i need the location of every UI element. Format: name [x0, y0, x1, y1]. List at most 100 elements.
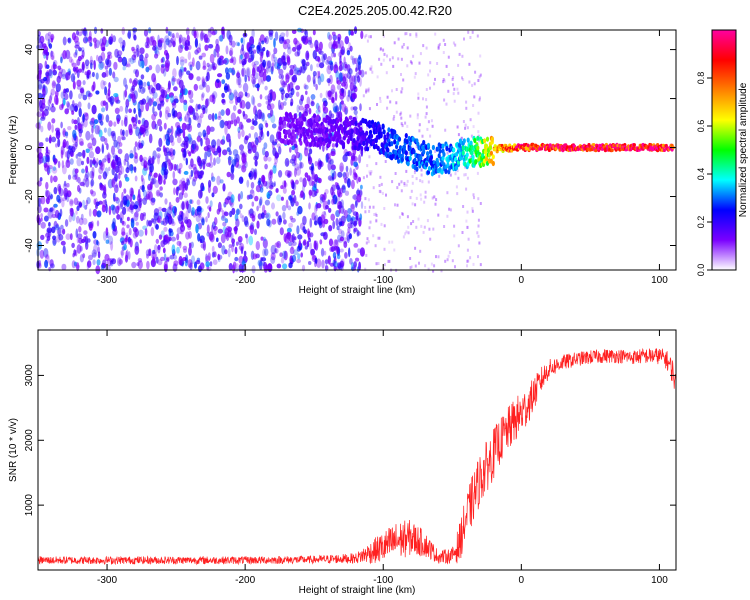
spectrogram-cell: [457, 176, 460, 180]
spectrogram-cell: [104, 167, 109, 177]
spectrogram-cell: [107, 157, 111, 164]
spectrogram-cell: [208, 161, 214, 168]
spectrogram-cell: [241, 44, 245, 52]
spectrogram-cell: [160, 65, 165, 74]
spectrogram-cell: [80, 47, 85, 53]
spectrogram-cell: [72, 80, 76, 90]
spectrogram-cell: [137, 188, 141, 199]
spectrogram-cell: [296, 45, 302, 51]
spectrogram-cell: [337, 171, 343, 178]
spectrogram-cell: [103, 184, 107, 193]
spectrogram-cell: [134, 152, 138, 160]
spectrogram-cell: [61, 160, 65, 169]
spectrogram-cell: [134, 175, 138, 182]
spectrogram-cell: [423, 200, 426, 204]
spectrogram-cell: [138, 142, 144, 149]
spectrogram-cell: [526, 143, 530, 148]
spectrogram-cell: [402, 43, 405, 46]
spectrogram-cell: [86, 261, 90, 271]
spectrogram-cell: [272, 165, 277, 174]
spectrogram-cell: [177, 168, 181, 174]
spectrogram-cell: [217, 228, 223, 234]
spectrogram-cell: [446, 151, 449, 155]
spectrogram-cell: [200, 93, 204, 101]
spectrogram-cell: [112, 132, 117, 142]
spectrogram-cell: [37, 84, 43, 91]
spectrogram-cell: [84, 29, 88, 38]
spectrogram-cell: [112, 228, 118, 236]
spectrogram-cell: [333, 106, 338, 113]
spectrogram-cell: [207, 29, 212, 38]
spectrogram-cell: [145, 102, 150, 112]
spectrogram-cell: [406, 64, 409, 68]
spectrogram-cell: [71, 110, 75, 115]
spectrogram-cell: [160, 89, 165, 98]
spectrogram-cell: [238, 91, 244, 99]
spectrogram-cell: [207, 113, 213, 121]
spectrogram-cell: [78, 93, 82, 100]
spectrogram-cell: [267, 114, 271, 120]
spectrogram-cell: [383, 263, 386, 267]
spectrogram-cell: [230, 112, 236, 122]
spectrogram-cell: [409, 60, 412, 64]
spectrogram-cell: [94, 124, 100, 135]
spectrogram-cell: [140, 86, 146, 94]
spectrogram-cell: [340, 258, 345, 267]
spectrogram-cell: [328, 128, 332, 134]
spectrogram-cell: [168, 92, 174, 98]
spectrogram-cell: [282, 41, 288, 50]
spectrogram-cell: [429, 86, 431, 90]
spectrogram-cell: [61, 73, 66, 80]
spectrogram-cell: [279, 102, 284, 110]
spectrogram-cell: [379, 48, 382, 52]
spectrogram-cell: [237, 130, 241, 140]
spectrogram-cell: [185, 231, 190, 240]
spectrogram-cell: [204, 151, 208, 161]
spectrogram-cell: [110, 222, 116, 231]
spectrogram-cell: [114, 48, 119, 58]
spectrogram-cell: [121, 136, 126, 141]
spectrogram-cell: [366, 39, 369, 43]
spectrogram-cell: [376, 103, 378, 106]
spectrogram-cell: [207, 212, 210, 219]
spectrogram-cell: [350, 158, 354, 166]
spectrogram-cell: [330, 89, 335, 95]
spectrogram-cell: [219, 119, 225, 129]
spectrogram-cell: [433, 264, 436, 268]
spectrogram-cell: [540, 146, 544, 151]
spectrogram-cell: [221, 210, 225, 219]
spectrogram-cell: [45, 137, 49, 142]
spectrogram-cell: [96, 259, 101, 266]
spectrogram-cell: [465, 100, 468, 104]
spectrogram-cell: [141, 98, 147, 105]
spectrogram-cell: [147, 191, 153, 201]
spectrogram-cell: [178, 69, 183, 80]
spectrogram-cell: [256, 220, 260, 229]
spectrogram-cell: [131, 46, 135, 52]
spectrogram-cell: [280, 257, 285, 264]
spectrogram-cell: [163, 40, 167, 51]
spectrogram-cell: [282, 82, 288, 88]
spectrogram-cell: [328, 139, 332, 145]
spectrogram-cell: [278, 214, 282, 220]
spectrogram-cell: [376, 75, 379, 79]
spectrogram-cell: [271, 54, 274, 62]
spectrogram-cell: [381, 123, 385, 129]
spectrogram-cell: [448, 207, 451, 211]
spectrogram-cell: [337, 36, 341, 44]
spectrogram-cell: [124, 254, 129, 263]
spectrogram-cell: [154, 123, 158, 130]
spectrogram-cell: [69, 233, 73, 241]
spectrogram-cell: [349, 132, 353, 138]
spectrogram-cell: [253, 49, 257, 54]
spectrogram-cell: [302, 215, 307, 226]
spectrogram-cell: [328, 225, 333, 232]
spectrogram-cell: [176, 127, 181, 135]
spectrogram-cell: [389, 100, 392, 104]
spectrogram-cell: [44, 164, 49, 172]
spectrogram-cell: [421, 134, 424, 138]
spectrogram-cell: [447, 73, 450, 77]
spectrogram-cell: [100, 42, 106, 52]
spectrogram-cell: [318, 50, 324, 55]
spectrogram-cell: [156, 191, 160, 196]
